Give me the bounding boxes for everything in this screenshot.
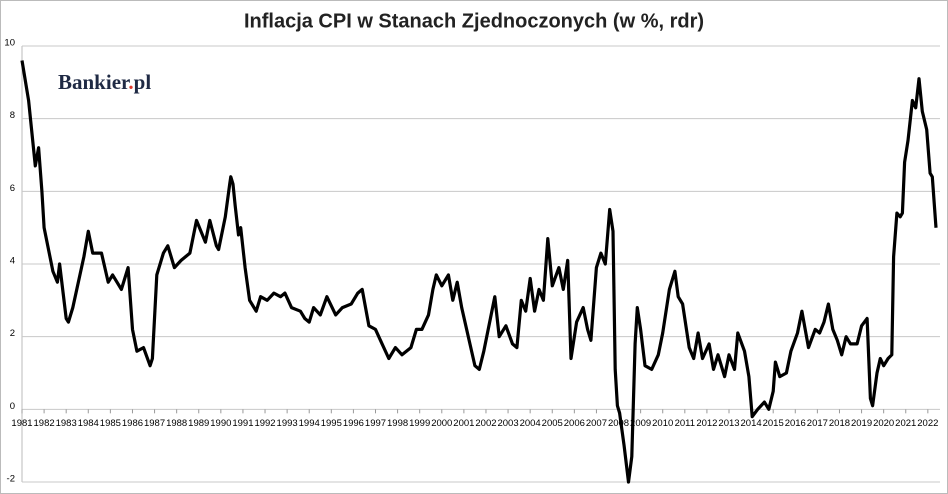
logo-text: Bankier [58, 70, 130, 94]
x-tick-label: 2012 [696, 418, 717, 429]
x-tick-label: 2006 [564, 418, 585, 429]
logo: Bankier.pl [58, 70, 151, 94]
x-tick-label: 1984 [78, 418, 99, 429]
y-tick-label: -2 [7, 474, 15, 485]
x-tick-label: 2008 [608, 418, 629, 429]
x-tick-label: 1996 [343, 418, 364, 429]
x-tick-label: 2017 [807, 418, 828, 429]
y-tick-label: 0 [10, 401, 15, 412]
y-tick-label: 6 [10, 183, 15, 194]
x-tick-label: 2011 [675, 418, 695, 429]
x-tick-label: 2020 [873, 418, 894, 429]
x-tick-label: 2005 [542, 418, 563, 429]
logo-text: pl [134, 70, 152, 94]
x-tick-label: 2001 [453, 418, 474, 429]
x-tick-label: 2007 [586, 418, 607, 429]
x-tick-label: 2002 [475, 418, 496, 429]
x-tick-label: 1983 [56, 418, 77, 429]
x-tick-label: 1999 [409, 418, 430, 429]
x-tick-label: 2018 [829, 418, 850, 429]
x-tick-label: 1987 [144, 418, 165, 429]
chart-title: Inflacja CPI w Stanach Zjednoczonych (w … [244, 10, 704, 32]
x-tick-label: 1985 [100, 418, 121, 429]
x-tick-label: 1997 [365, 418, 386, 429]
x-tick-label: 1993 [277, 418, 298, 429]
x-tick-label: 1995 [321, 418, 342, 429]
x-tick-label: 2000 [431, 418, 452, 429]
x-tick-label: 1989 [188, 418, 209, 429]
x-tick-label: 1992 [254, 418, 275, 429]
x-tick-label: 2004 [520, 418, 541, 429]
x-tick-label: 2015 [763, 418, 784, 429]
x-tick-label: 2014 [741, 418, 762, 429]
x-tick-label: 2010 [652, 418, 673, 429]
x-tick-label: 2019 [851, 418, 872, 429]
x-tick-label: 1990 [210, 418, 231, 429]
x-tick-label: 2003 [497, 418, 518, 429]
logo-dot: . [128, 70, 133, 94]
cpi-line [20, 60, 938, 484]
y-tick-label: 8 [10, 110, 15, 121]
y-tick-label: 10 [4, 38, 15, 49]
x-tick-label: 2016 [785, 418, 806, 429]
x-tick-label: 1991 [232, 418, 253, 429]
x-tick-label: 1998 [387, 418, 408, 429]
x-tick-label: 1988 [166, 418, 187, 429]
x-tick-label: 2022 [917, 418, 938, 429]
x-tick-label: 1981 [11, 418, 32, 429]
x-tick-label: 2021 [895, 418, 916, 429]
x-tick-label: 1986 [122, 418, 143, 429]
x-tick-label: 2013 [718, 418, 739, 429]
x-tick-label: 1994 [299, 418, 320, 429]
y-tick-label: 2 [10, 328, 15, 339]
y-tick-label: 4 [10, 256, 15, 267]
x-tick-label: 2009 [630, 418, 651, 429]
x-tick-label: 1982 [34, 418, 55, 429]
